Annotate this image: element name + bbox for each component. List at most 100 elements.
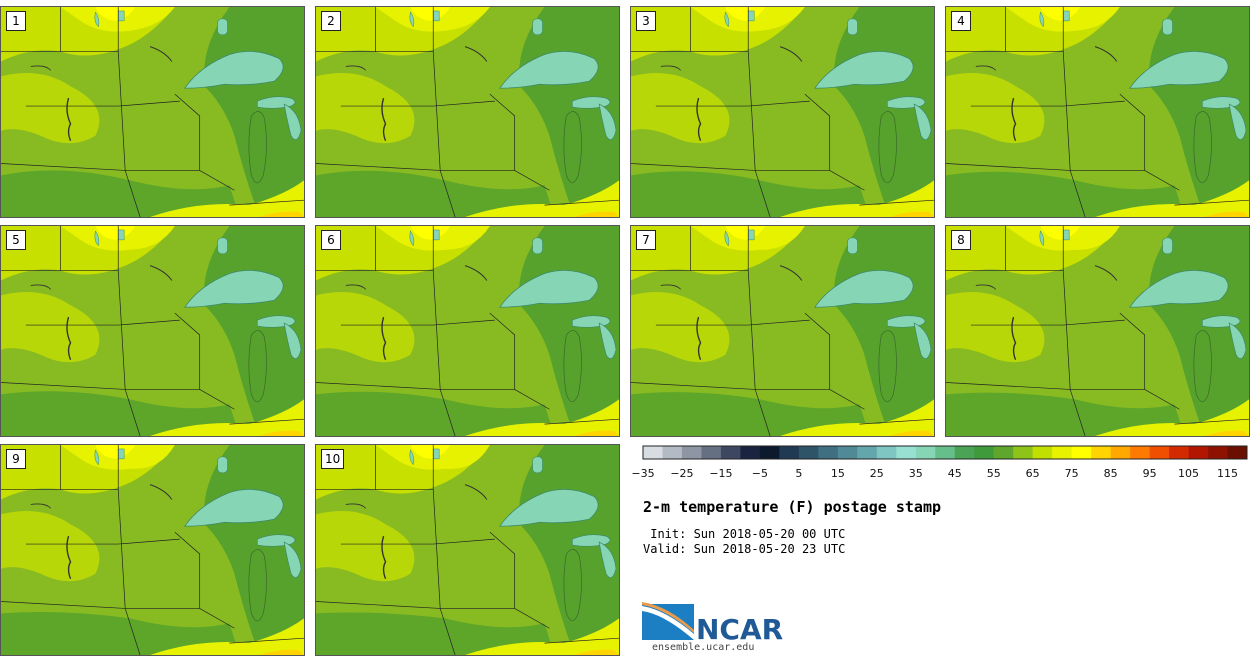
lake-sakakawea <box>30 284 51 290</box>
colorbar-tick-label: 55 <box>987 467 1001 480</box>
lake-nipigon <box>847 18 858 36</box>
bright-yellow-region <box>410 7 451 21</box>
colorbar-swatch <box>896 446 917 459</box>
colorbar-swatch <box>935 446 956 459</box>
southeast-yellow-region <box>150 618 304 655</box>
southeast-yellow-region <box>465 180 619 217</box>
lake-sakakawea <box>345 65 366 71</box>
plains-yellow-region <box>631 292 730 363</box>
lake-huron <box>598 541 617 579</box>
colorbar-tick-label: 35 <box>909 467 923 480</box>
member-number-label: 8 <box>951 230 971 250</box>
south-dark-green-region <box>316 391 555 436</box>
plains-yellow-region <box>946 73 1045 144</box>
hot-orange-patch <box>889 211 934 217</box>
colorbar-tick-label: −5 <box>752 467 768 480</box>
lake-superior <box>814 269 914 308</box>
south-dark-green-region <box>1 612 240 655</box>
ncar-logo-text: NCAR <box>696 613 783 644</box>
lake-michigan <box>1193 111 1212 184</box>
lake-huron <box>283 322 302 360</box>
state-borders <box>316 445 619 655</box>
lake-superior <box>1129 269 1229 308</box>
bright-yellow-region <box>410 445 451 459</box>
plains-yellow-region <box>1 292 100 363</box>
ensemble-url: ensemble.ucar.edu <box>652 642 755 653</box>
colorbar-swatch <box>818 446 839 459</box>
lake-huron <box>283 103 302 141</box>
southeast-yellow-region <box>150 180 304 217</box>
colorbar-tick-label: 5 <box>795 467 802 480</box>
southeast-yellow-region <box>1095 180 1249 217</box>
missouri-river <box>66 535 72 579</box>
lake-michigan <box>878 111 897 184</box>
lake-huron <box>1228 103 1247 141</box>
temperature-field <box>946 7 1249 217</box>
lake-nipigon <box>1162 18 1173 36</box>
lake-nipigon <box>217 18 228 36</box>
lake-nipigon <box>847 237 858 255</box>
postage-stamp-map: 10 <box>315 444 620 656</box>
state-borders <box>1 445 304 655</box>
plains-yellow-region <box>946 292 1045 363</box>
colorbar-swatch <box>974 446 995 459</box>
member-number-label: 1 <box>6 11 26 31</box>
missouri-river <box>66 316 72 360</box>
lake-sakakawea <box>975 284 996 290</box>
colorbar-swatch <box>779 446 800 459</box>
temperature-field <box>1 7 304 217</box>
member-number-label: 4 <box>951 11 971 31</box>
member-number-label: 6 <box>321 230 341 250</box>
bright-yellow-region <box>1040 7 1081 21</box>
lake-superior <box>499 488 599 527</box>
colorbar-swatch <box>1032 446 1053 459</box>
hot-orange-patch <box>574 649 619 655</box>
hot-orange-patch <box>574 211 619 217</box>
lake-michigan <box>248 549 267 622</box>
temperature-field <box>316 226 619 436</box>
lake-superior <box>499 269 599 308</box>
hot-orange-patch <box>259 211 304 217</box>
bright-yellow-region <box>1040 226 1081 240</box>
lake-superior <box>499 50 599 89</box>
state-borders <box>316 226 619 436</box>
postage-stamp-map: 4 <box>945 6 1250 218</box>
hot-orange-patch <box>1204 430 1249 436</box>
bright-yellow-region <box>725 7 766 21</box>
colorbar-swatch <box>643 446 663 459</box>
hot-orange-patch <box>259 430 304 436</box>
bright-yellow-region <box>410 226 451 240</box>
colorbar-tick-label: 85 <box>1104 467 1118 480</box>
lake-sakakawea <box>30 65 51 71</box>
lake-nipigon <box>1162 237 1173 255</box>
colorbar-swatch <box>1188 446 1209 459</box>
member-number-label: 5 <box>6 230 26 250</box>
colorbar-tick-label: 105 <box>1178 467 1199 480</box>
southeast-yellow-region <box>780 180 934 217</box>
lake-sakakawea <box>345 503 366 509</box>
missouri-river <box>66 97 72 141</box>
colorbar-tick-label: 95 <box>1143 467 1157 480</box>
temperature-field <box>946 226 1249 436</box>
plains-yellow-region <box>316 292 415 363</box>
postage-stamp-map: 5 <box>0 225 305 437</box>
lake-of-the-woods <box>464 265 488 281</box>
lake-michigan <box>1193 330 1212 403</box>
hot-orange-patch <box>259 649 304 655</box>
postage-stamp-map: 1 <box>0 6 305 218</box>
bright-yellow-region <box>95 226 136 240</box>
lake-of-the-woods <box>779 265 803 281</box>
lake-huron <box>913 322 932 360</box>
colorbar-tick-label: −35 <box>631 467 654 480</box>
south-dark-green-region <box>946 171 1185 217</box>
lake-huron <box>913 103 932 141</box>
member-number-label: 9 <box>6 449 26 469</box>
lake-sakakawea <box>975 65 996 71</box>
lake-nipigon <box>532 456 543 474</box>
lake-huron <box>598 103 617 141</box>
colorbar-frame <box>642 445 1248 460</box>
lake-michigan <box>248 330 267 403</box>
state-borders <box>946 7 1249 217</box>
postage-stamp-map: 6 <box>315 225 620 437</box>
member-number-label: 7 <box>636 230 656 250</box>
